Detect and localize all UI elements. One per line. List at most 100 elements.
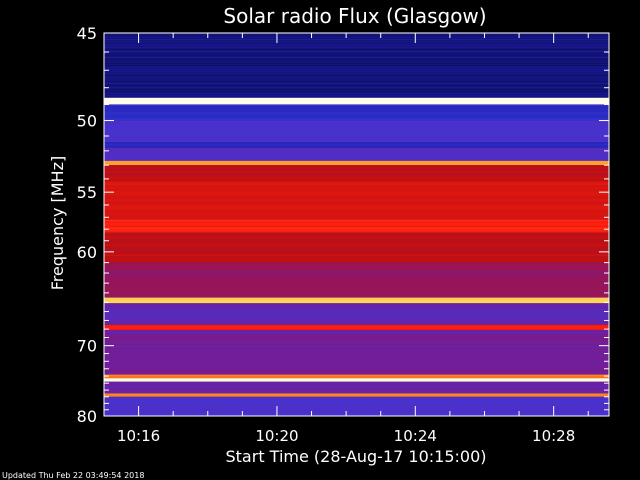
texture-line	[104, 59, 609, 60]
texture-line	[104, 343, 609, 345]
texture-line	[104, 324, 609, 326]
texture-line	[104, 319, 609, 321]
texture-line	[104, 250, 609, 252]
texture-line	[104, 280, 609, 282]
texture-line	[104, 75, 609, 76]
texture-line	[104, 209, 609, 211]
texture-line	[104, 389, 609, 391]
texture-line	[104, 89, 609, 90]
texture-line	[104, 339, 609, 341]
texture-line	[104, 67, 609, 68]
texture-line	[104, 361, 609, 363]
texture-line	[104, 268, 609, 270]
texture-line	[104, 205, 609, 207]
texture-line	[104, 110, 609, 112]
chart-title: Solar radio Flux (Glasgow)	[223, 4, 486, 28]
texture-line	[104, 335, 609, 337]
x-tick-label: 10:24	[394, 427, 437, 445]
x-axis: 10:16 10:20 10:24 10:28	[103, 33, 589, 445]
texture-line	[104, 35, 609, 36]
texture-line	[104, 61, 609, 62]
y-tick-label: 55	[77, 183, 97, 202]
texture-line	[104, 234, 609, 236]
texture-line	[104, 266, 609, 268]
texture-line	[104, 359, 609, 361]
texture-line	[104, 77, 609, 78]
texture-line	[104, 288, 609, 290]
texture-line	[104, 99, 609, 101]
texture-line	[104, 71, 609, 72]
texture-line	[104, 37, 609, 38]
texture-line	[104, 65, 609, 66]
texture-line	[104, 299, 609, 301]
texture-line	[104, 238, 609, 240]
texture-line	[104, 160, 609, 162]
texture-line	[104, 151, 609, 153]
y-tick-label: 50	[77, 112, 97, 131]
texture-line	[104, 225, 609, 227]
texture-line	[104, 55, 609, 56]
texture-line	[104, 321, 609, 323]
texture-line	[104, 252, 609, 254]
texture-line	[104, 85, 609, 86]
texture-line	[104, 197, 609, 199]
texture-line	[104, 118, 609, 120]
texture-line	[104, 258, 609, 260]
texture-line	[104, 195, 609, 197]
y-tick-label: 70	[77, 337, 97, 356]
texture-line	[104, 309, 609, 311]
texture-line	[104, 254, 609, 256]
texture-line	[104, 378, 609, 380]
texture-line	[104, 165, 609, 167]
texture-line	[104, 171, 609, 173]
texture-line	[104, 132, 609, 134]
texture-line	[104, 406, 609, 408]
texture-line	[104, 217, 609, 219]
frequency-band-17	[104, 378, 609, 382]
texture-line	[104, 149, 609, 151]
texture-line	[104, 43, 609, 44]
y-tick-label: 45	[77, 24, 97, 43]
texture-line	[104, 396, 609, 398]
texture-line	[104, 400, 609, 402]
texture-line	[104, 134, 609, 136]
texture-line	[104, 242, 609, 244]
texture-line	[104, 232, 609, 234]
texture-line	[104, 93, 609, 94]
texture-line	[104, 97, 609, 99]
texture-line	[104, 201, 609, 203]
texture-line	[104, 199, 609, 201]
texture-line	[104, 274, 609, 276]
texture-line	[104, 351, 609, 353]
texture-line	[104, 95, 609, 96]
texture-line	[104, 282, 609, 284]
texture-line	[104, 175, 609, 177]
footer-updated-label: Updated Thu Feb 22 03:49:54 2018	[2, 471, 144, 480]
texture-line	[104, 404, 609, 406]
texture-line	[104, 114, 609, 116]
texture-line	[104, 374, 609, 376]
texture-line	[104, 63, 609, 64]
texture-line	[104, 292, 609, 294]
texture-line	[104, 367, 609, 369]
texture-line	[104, 383, 609, 385]
texture-line	[104, 229, 609, 231]
texture-line	[104, 207, 609, 209]
frequency-band-11	[104, 262, 609, 298]
texture-line	[104, 355, 609, 357]
texture-line	[104, 264, 609, 266]
texture-line	[104, 173, 609, 175]
texture-line	[104, 122, 609, 124]
texture-line	[104, 305, 609, 307]
texture-line	[104, 191, 609, 193]
texture-line	[104, 365, 609, 367]
texture-line	[104, 236, 609, 238]
texture-line	[104, 106, 609, 108]
texture-line	[104, 179, 609, 181]
texture-line	[104, 73, 609, 74]
texture-line	[104, 81, 609, 82]
texture-line	[104, 185, 609, 187]
texture-line	[104, 83, 609, 84]
texture-line	[104, 169, 609, 171]
